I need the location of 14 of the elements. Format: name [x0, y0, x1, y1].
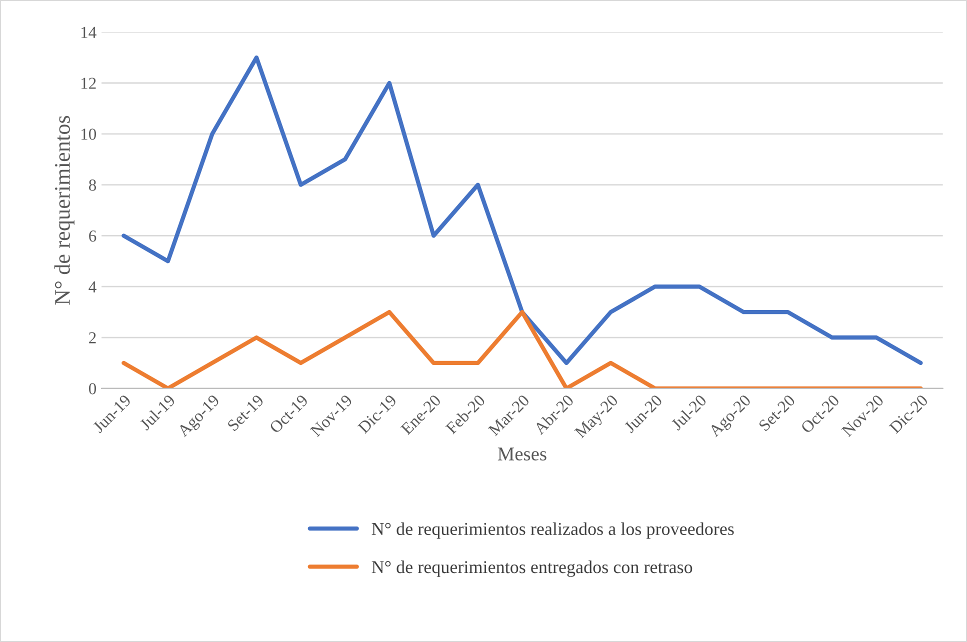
y-tick-label: 0	[88, 383, 96, 394]
y-tick-label: 8	[88, 180, 96, 191]
y-tick-label: 2	[89, 332, 96, 344]
y-tick-label: 14	[81, 26, 96, 38]
line-series	[122, 55, 923, 366]
line-series	[122, 310, 923, 388]
y-tick-label: 10	[81, 128, 96, 140]
x-axis-title: Meses	[498, 448, 546, 461]
y-tick-label: 6	[89, 230, 96, 242]
legend-label: N° de requerimientos entregados con retraso	[372, 560, 692, 577]
y-tick-label: 12	[81, 78, 96, 89]
y-axis-title: N° de requerimientos	[54, 116, 74, 305]
legend-label: N° de requerimientos realizados a los proveedores	[372, 522, 734, 539]
y-tick-label: 4	[88, 281, 96, 292]
